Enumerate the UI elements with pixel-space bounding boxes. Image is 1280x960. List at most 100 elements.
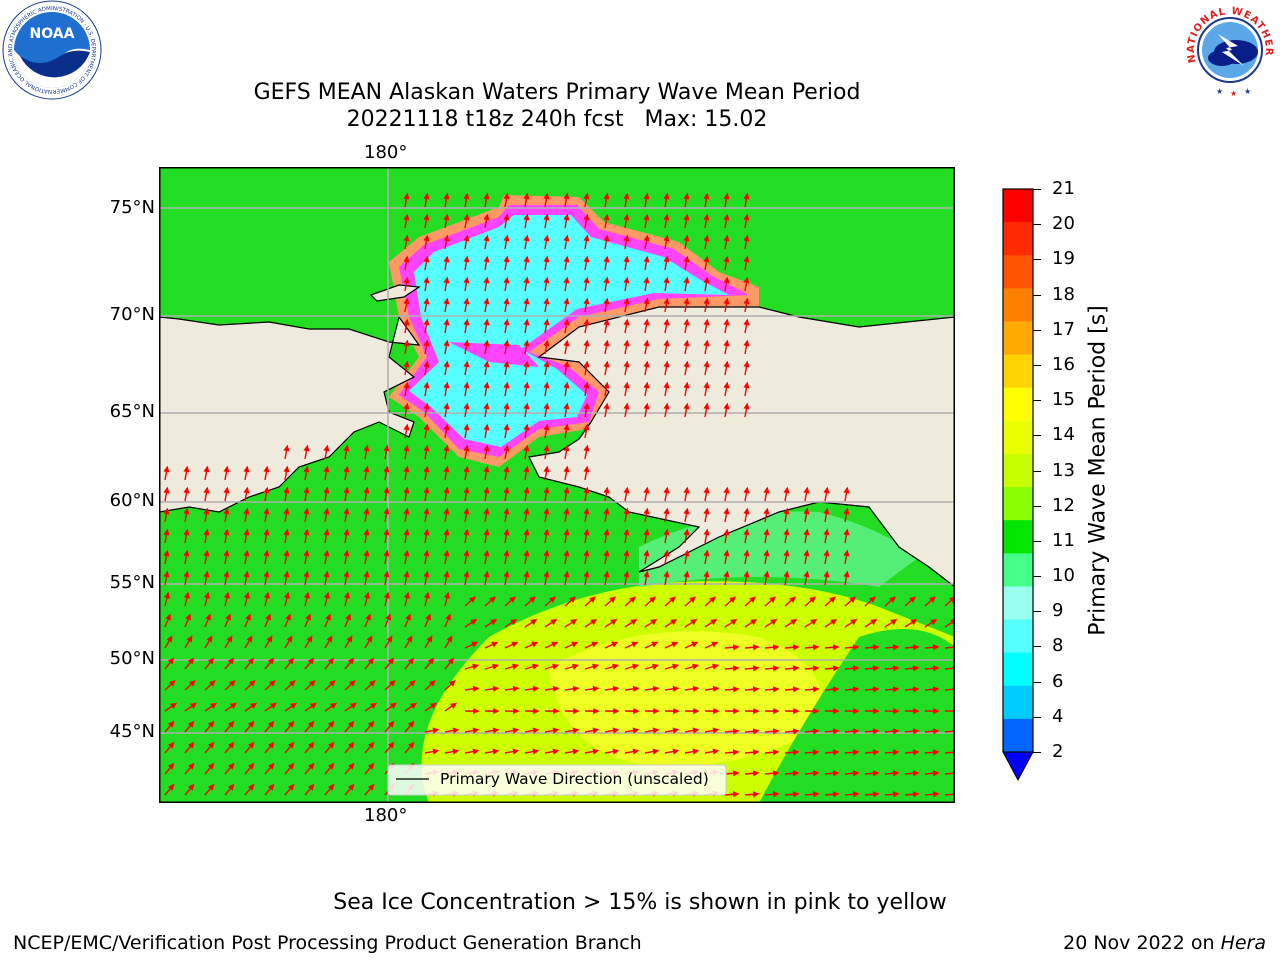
wave-arrow-head — [710, 619, 718, 626]
wave-arrow-head — [403, 465, 410, 473]
colorbar-band — [1003, 222, 1033, 256]
wave-arrow-head — [363, 486, 370, 494]
wave-arrow-head — [589, 596, 596, 603]
wave-arrow-head — [327, 720, 335, 728]
wave-arrow-head — [323, 528, 330, 536]
wave-arrow-head — [387, 657, 395, 665]
wave-arrow-head — [829, 596, 836, 603]
wave-arrow-head — [183, 549, 190, 557]
wave-arrow-head — [230, 702, 238, 709]
wave-arrow-head — [543, 339, 550, 347]
wave-arrow-head — [532, 727, 540, 734]
wave-arrow-head — [703, 192, 710, 200]
wave-arrow-head — [523, 318, 530, 326]
wave-arrow-head — [283, 507, 290, 515]
wave-arrow-head — [872, 686, 880, 693]
wave-arrow-head — [343, 444, 350, 452]
wave-arrow-head — [423, 234, 430, 242]
wave-arrow-head — [492, 685, 500, 692]
wave-arrow-head — [290, 702, 298, 709]
wave-arrow-head — [803, 549, 810, 557]
wave-arrow-head — [723, 402, 730, 410]
wave-arrow-head — [812, 686, 820, 693]
wave-arrow-head — [183, 528, 190, 536]
wave-arrow-head — [512, 685, 520, 692]
wave-arrow-head — [523, 465, 530, 473]
lat-label-70n: 70°N — [109, 304, 155, 325]
wave-arrow-head — [503, 297, 510, 305]
wave-arrow-head — [423, 360, 430, 368]
wave-arrow-head — [683, 486, 690, 494]
wave-arrow-head — [170, 702, 178, 709]
colorbar-label: Primary Wave Mean Period [s] — [1085, 305, 1111, 636]
wave-arrow-head — [387, 741, 395, 749]
colorbar-band — [1003, 453, 1033, 488]
wave-arrow-head — [323, 570, 330, 578]
wave-arrow-head — [347, 741, 355, 749]
wave-arrow-head — [663, 360, 670, 368]
wave-arrow-head — [792, 665, 800, 672]
wave-arrow-head — [583, 423, 590, 431]
wave-arrow-head — [663, 255, 670, 263]
wave-arrow-head — [307, 783, 315, 791]
wave-arrow-head — [187, 762, 195, 770]
lon-label-top: 180° — [364, 142, 408, 163]
wave-arrow-head — [283, 486, 290, 494]
wave-arrow-head — [227, 657, 235, 665]
wave-arrow-head — [472, 663, 480, 670]
wave-arrow-head — [643, 318, 650, 326]
wave-arrow-head — [632, 663, 640, 670]
wave-arrow-head — [448, 680, 456, 687]
wave-arrow-head — [163, 486, 170, 494]
wave-arrow-head — [543, 570, 550, 578]
wave-arrow-head — [623, 549, 630, 557]
wave-arrow-head — [492, 748, 500, 755]
wave-arrow-head — [643, 234, 650, 242]
wave-arrow-head — [823, 486, 830, 494]
wave-arrow-head — [872, 791, 880, 798]
wave-arrow-head — [328, 680, 336, 687]
wave-arrow-head — [792, 770, 800, 777]
wave-arrow-head — [203, 465, 210, 473]
wave-arrow-head — [363, 570, 370, 578]
wave-arrow-head — [732, 749, 740, 756]
wave-arrow-head — [187, 720, 195, 728]
wave-arrow-head — [503, 318, 510, 326]
wave-arrow-head — [563, 318, 570, 326]
wave-arrow-head — [672, 685, 680, 692]
wave-arrow-head — [803, 486, 810, 494]
colorbar-tick-label: 16 — [1052, 353, 1075, 375]
wave-arrow-head — [832, 644, 840, 651]
wave-arrow-head — [388, 680, 396, 687]
wave-arrow-head — [832, 686, 840, 693]
wave-arrow-head — [463, 318, 470, 326]
wave-arrow-head — [463, 528, 470, 536]
wave-arrow-head — [832, 749, 840, 756]
wave-arrow-head — [663, 297, 670, 305]
wave-arrow-head — [603, 255, 610, 263]
wave-arrow-head — [723, 507, 730, 515]
wave-arrow-head — [583, 318, 590, 326]
wave-arrow-head — [552, 727, 560, 734]
wave-arrow-head — [203, 528, 210, 536]
wave-arrow-head — [427, 657, 435, 665]
wave-arrow-head — [423, 297, 430, 305]
colorbar-band — [1003, 685, 1033, 720]
wave-arrow-head — [243, 486, 250, 494]
wave-arrow-head — [323, 486, 330, 494]
wave-arrow-head — [403, 234, 410, 242]
wave-arrow-head — [207, 783, 215, 791]
wave-arrow-head — [551, 641, 559, 648]
wave-arrow-head — [723, 486, 730, 494]
wave-arrow-head — [443, 591, 450, 599]
wave-arrow-head — [743, 255, 750, 263]
wave-arrow-head — [533, 708, 540, 715]
wave-arrow-head — [227, 762, 235, 770]
wave-arrow-head — [712, 685, 720, 692]
wave-arrow-head — [523, 528, 530, 536]
wave-arrow-head — [772, 665, 780, 672]
wave-arrow-head — [723, 318, 730, 326]
wave-arrow-head — [630, 619, 638, 626]
wave-arrow-head — [185, 613, 191, 621]
wave-arrow-head — [207, 657, 215, 665]
